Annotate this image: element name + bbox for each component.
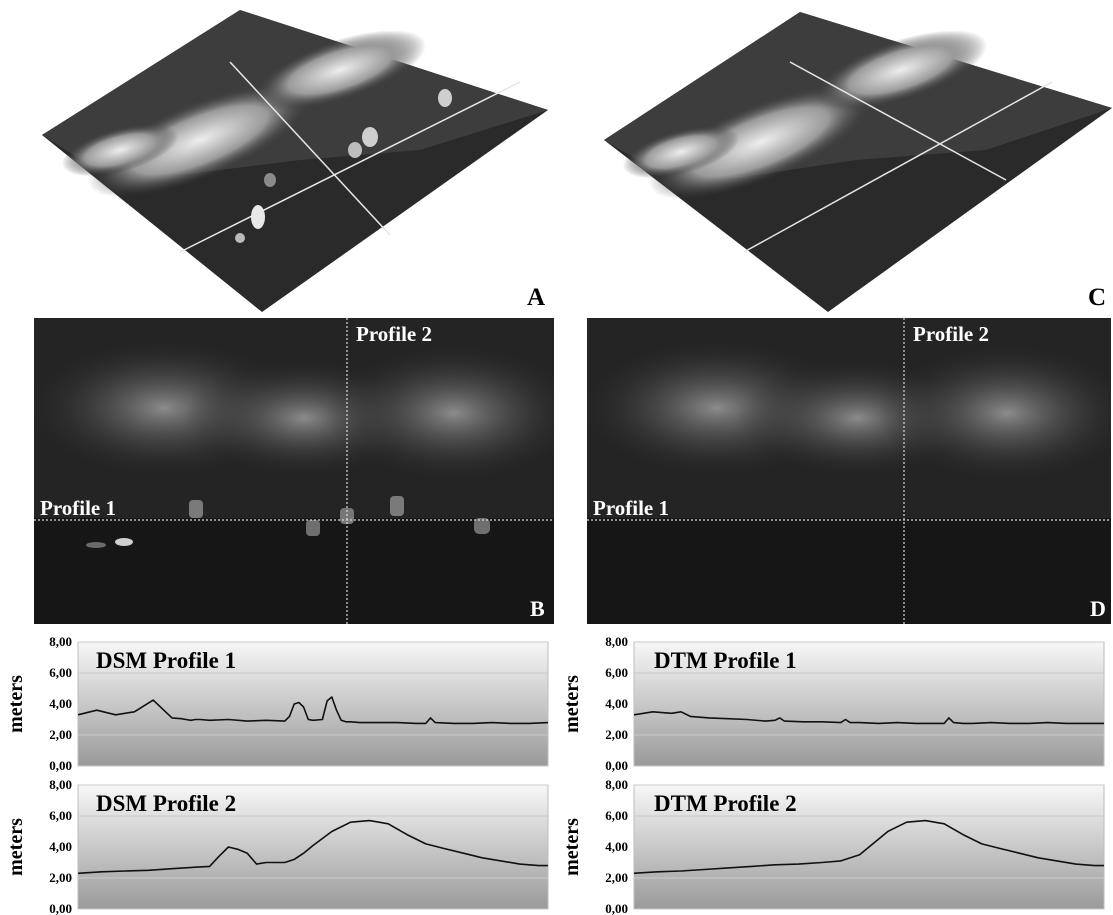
chart-title: DTM Profile 2: [654, 791, 797, 816]
y-tick-label: 0,00: [49, 758, 72, 773]
map-b-terrain: [34, 318, 554, 624]
y-tick-label: 2,00: [49, 727, 72, 742]
map-d-terrain: [587, 318, 1111, 624]
chart-title: DSM Profile 2: [96, 791, 237, 816]
profile-1-label: Profile 1: [593, 496, 670, 520]
y-tick-label: 0,00: [605, 758, 628, 773]
chart-svg: 8,00 6,00 4,00 2,00 0,00 meters: [561, 634, 1105, 773]
panel-c-terrain: [604, 12, 1112, 312]
profile-line-series-0: [77, 819, 548, 875]
map-d-top-view: Profile 1 Profile 2 D: [587, 318, 1111, 624]
y-axis-label: meters: [561, 675, 583, 733]
profile-2-label: Profile 2: [356, 322, 433, 346]
map-letter-b: B: [530, 596, 545, 621]
map-letter-d: D: [1090, 596, 1106, 621]
panel-c-3d-view: C: [556, 0, 1112, 318]
y-tick-label: 8,00: [605, 777, 628, 792]
y-axis-label: meters: [5, 818, 27, 876]
profile-line-series-0: [633, 711, 1104, 725]
y-tick-label: 4,00: [49, 696, 72, 711]
y-tick-label: 8,00: [49, 777, 72, 792]
chart-title: DTM Profile 1: [654, 648, 797, 673]
chart-dtm-profile-1: 8,00 6,00 4,00 2,00 0,00 meters DTM Profile 1: [556, 634, 1112, 773]
profile-line-series-0: [77, 696, 549, 725]
chart-dsm-profile-2: 8,00 6,00 4,00 2,00 0,00 meters DSM Profile 2: [0, 777, 556, 915]
profile-line-series-0: [633, 819, 1104, 875]
chart-dsm-profile-1: 8,00 6,00 4,00 2,00 0,00 meters DSM Profile 1: [0, 634, 556, 773]
y-tick-label: 6,00: [605, 808, 628, 823]
profile-1-label: Profile 1: [40, 496, 117, 520]
panel-a-terrain: [42, 10, 548, 312]
profile-2-label: Profile 2: [913, 322, 990, 346]
y-axis-label: meters: [561, 818, 583, 876]
map-b-top-view: Profile 1 Profile 2 B: [34, 318, 554, 624]
chart-svg: 8,00 6,00 4,00 2,00 0,00 meters: [5, 777, 549, 915]
chart-svg: 8,00 6,00 4,00 2,00 0,00 meters: [561, 777, 1105, 915]
y-tick-label: 0,00: [605, 901, 628, 915]
y-tick-label: 2,00: [605, 727, 628, 742]
panel-letter-a: A: [527, 284, 546, 311]
chart-dtm-profile-2: 8,00 6,00 4,00 2,00 0,00 meters DTM Profile 2: [556, 777, 1112, 915]
chart-title: DSM Profile 1: [96, 648, 237, 673]
y-tick-label: 4,00: [49, 839, 72, 854]
y-tick-label: 0,00: [49, 901, 72, 915]
chart-svg: 8,00 6,00 4,00 2,00 0,00 meters: [5, 634, 549, 773]
panel-a-3d-view: A: [0, 0, 556, 318]
y-tick-label: 2,00: [605, 870, 628, 885]
y-tick-label: 8,00: [605, 634, 628, 649]
y-tick-label: 4,00: [605, 696, 628, 711]
y-tick-label: 8,00: [49, 634, 72, 649]
panel-letter-c: C: [1088, 284, 1107, 311]
y-axis-label: meters: [5, 675, 27, 733]
y-tick-label: 2,00: [49, 870, 72, 885]
y-tick-label: 6,00: [605, 665, 628, 680]
y-tick-label: 6,00: [49, 665, 72, 680]
y-tick-label: 6,00: [49, 808, 72, 823]
y-tick-label: 4,00: [605, 839, 628, 854]
